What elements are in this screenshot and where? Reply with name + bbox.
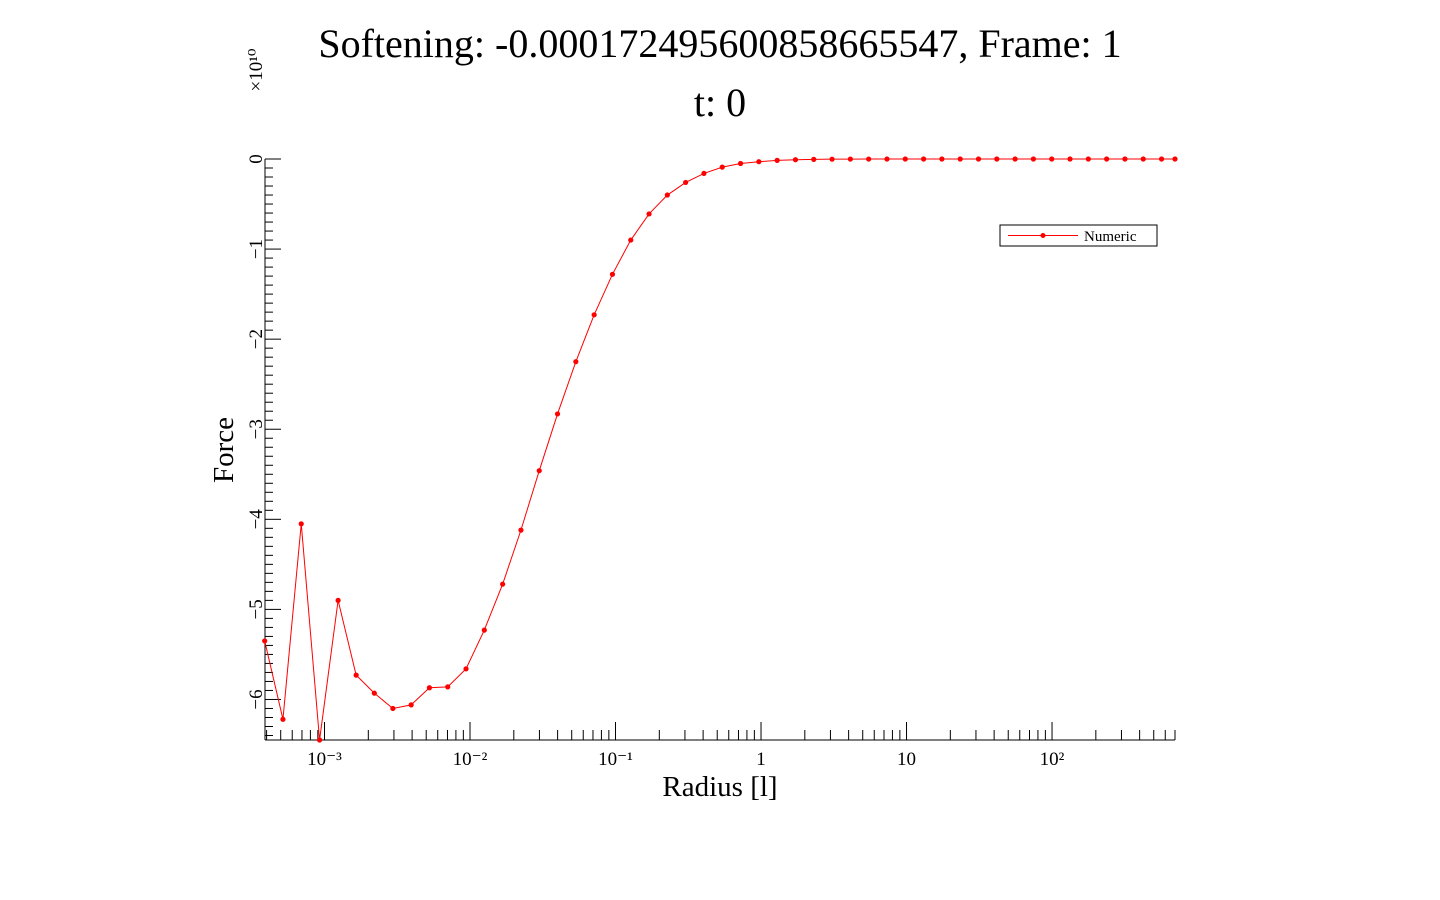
data-point (847, 156, 853, 162)
y-tick-label: 0 (246, 154, 267, 164)
data-point (975, 156, 982, 162)
x-axis-ticks: 10⁻³ 10⁻² 10⁻¹ 1 10 10² (266, 722, 1176, 770)
data-point (426, 685, 433, 691)
data-point (920, 156, 927, 162)
chart-title-line1: Softening: -0.000172495600858665547, Fra… (318, 21, 1121, 66)
data-point (1067, 156, 1073, 162)
data-point (792, 157, 799, 163)
data-point (316, 737, 323, 743)
data-point (957, 156, 963, 162)
data-point (536, 468, 542, 474)
data-point (884, 156, 890, 162)
data-point (866, 156, 872, 162)
data-point (554, 411, 561, 417)
data-point (719, 164, 725, 170)
y-axis-label: Force (208, 417, 240, 483)
data-point (518, 527, 524, 533)
data-point (994, 156, 1000, 162)
data-point (390, 705, 396, 712)
data-point (756, 159, 762, 165)
data-point (280, 716, 286, 722)
data-point (463, 666, 469, 672)
x-tick-label: 10⁻² (453, 749, 488, 770)
chart-title-line2: t: 0 (694, 80, 746, 125)
data-point (573, 359, 579, 365)
series-layer (262, 156, 1178, 743)
y-tick-label: −5 (246, 599, 267, 619)
y-tick-label: −2 (246, 329, 267, 349)
data-point (481, 627, 487, 633)
data-point (774, 157, 780, 163)
x-tick-label: 10⁻¹ (598, 749, 633, 770)
data-point (1122, 156, 1128, 162)
data-point (353, 672, 359, 678)
y-axis-ticks: 0 −1 −2 −3 −4 −5 −6 (246, 154, 281, 736)
data-point (445, 684, 451, 690)
legend-marker-numeric (1040, 233, 1046, 238)
data-point (298, 521, 304, 527)
data-point (1140, 156, 1146, 162)
data-point (262, 638, 268, 644)
data-point (335, 597, 341, 603)
x-axis-label: Radius [l] (662, 771, 777, 803)
data-point (371, 690, 377, 696)
data-point (811, 156, 817, 162)
data-point (939, 156, 945, 162)
data-point (902, 156, 908, 162)
data-point (1172, 156, 1178, 162)
data-point (1049, 156, 1055, 162)
data-point (737, 160, 744, 167)
data-point (408, 702, 414, 708)
data-point (1012, 156, 1018, 162)
data-point (1104, 156, 1110, 162)
data-point (683, 179, 689, 186)
data-point (664, 192, 670, 198)
data-point (1030, 156, 1037, 162)
data-point (628, 237, 634, 243)
y-tick-label: −1 (246, 239, 267, 259)
data-point (829, 156, 835, 162)
x-tick-label: 10⁻³ (307, 749, 342, 770)
y-tick-label: −6 (246, 689, 267, 709)
x-tick-label: 10² (1040, 749, 1065, 770)
y-axis-multiplier: ×10¹⁰ (246, 48, 267, 91)
data-point (500, 581, 506, 587)
data-point (1085, 156, 1091, 162)
y-tick-label: −3 (246, 419, 267, 439)
y-tick-label: −4 (246, 509, 267, 530)
legend: Numeric (999, 224, 1158, 247)
x-tick-label: 10 (897, 749, 916, 770)
data-point (591, 312, 597, 318)
data-point (1158, 156, 1165, 162)
data-point (609, 271, 616, 277)
x-tick-label: 1 (756, 749, 766, 770)
data-point (701, 170, 707, 177)
legend-box (999, 224, 1158, 247)
legend-label-numeric: Numeric (1084, 229, 1137, 245)
data-point (646, 211, 652, 217)
